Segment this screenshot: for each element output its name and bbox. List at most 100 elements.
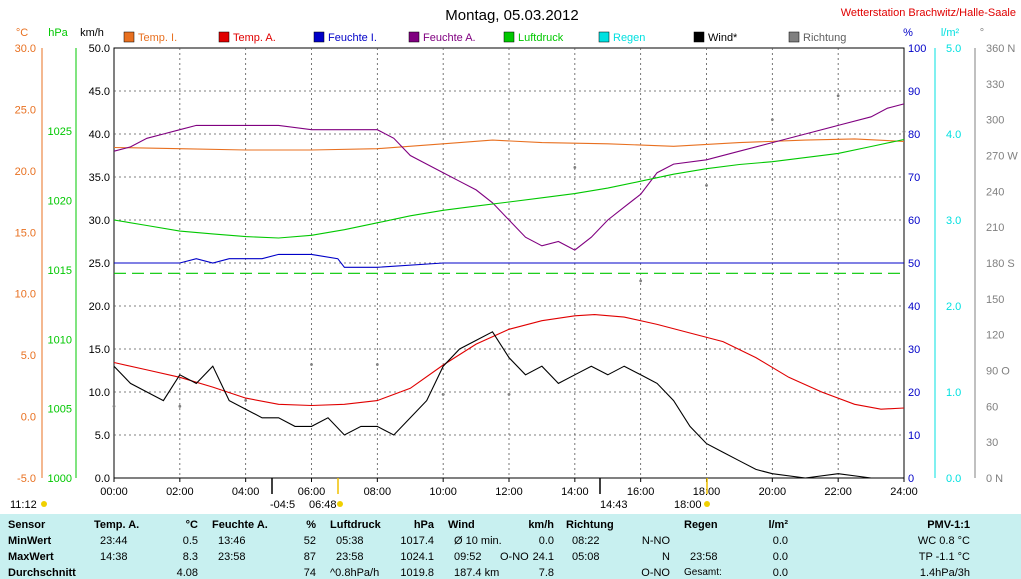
feuchte-min-time: 13:46 xyxy=(218,535,246,547)
richtung-point xyxy=(770,118,774,122)
dir-axis-tick-label: 240 xyxy=(986,186,1004,198)
richtung-min: N-NO xyxy=(641,535,670,547)
x-tick-label: 16:00 xyxy=(627,486,655,498)
pmv-rate: 1.4hPa/3h xyxy=(919,567,970,579)
dir-axis-tick-label: 300 xyxy=(986,115,1004,127)
dir-axis-tick-label: 360 N xyxy=(986,43,1015,55)
label-max: MaxWert xyxy=(8,551,54,563)
kmh-axis-tick-label: 10.0 xyxy=(89,387,110,399)
pct-axis-tick-label: 10 xyxy=(908,430,920,442)
pct-axis-tick-label: 50 xyxy=(908,258,920,270)
legend-label: Temp. A. xyxy=(233,32,276,44)
x-tick-label: 06:00 xyxy=(298,486,326,498)
series-temp-a xyxy=(113,314,905,410)
dir-axis-tick-label: 330 xyxy=(986,79,1004,91)
wind-column: Wind km/h Ø 10 min. 0.0 09:52 O-NO 24.1 … xyxy=(444,514,558,579)
dir-axis-tick-label: 0 N xyxy=(986,473,1003,485)
x-tick-label: 08:00 xyxy=(364,486,392,498)
luftdruck-max-time: 23:58 xyxy=(336,551,364,563)
feuchte-column: Feuchte A. % 13:46 52 23:58 87 74 xyxy=(208,514,320,579)
feuchte-max-time: 23:58 xyxy=(218,551,246,563)
legend-label: Feuchte A. xyxy=(423,32,476,44)
stats-table: Sensor MinWert MaxWert Durchschnitt Temp… xyxy=(0,514,1021,579)
noon-label: 14:43 xyxy=(600,499,628,511)
richtung-point xyxy=(902,130,906,134)
temp-axis-tick-label: 15.0 xyxy=(15,227,36,239)
luftdruck-min-time: 05:38 xyxy=(336,535,364,547)
dir-axis-tick-label: 210 xyxy=(986,222,1004,234)
rain-axis-tick-label: 0.0 xyxy=(946,473,961,485)
legend-swatch xyxy=(503,31,515,43)
dir-axis-tick-label: 90 O xyxy=(986,366,1010,378)
label-min: MinWert xyxy=(8,535,52,547)
series-feuchte-i xyxy=(114,253,904,268)
weather-chart: Montag, 05.03.2012 Wetterstation Brachwi… xyxy=(10,7,1019,511)
kmh-axis-tick-label: 30.0 xyxy=(89,215,110,227)
rain-axis-tick-label: 2.0 xyxy=(946,301,961,313)
legend-label: Luftdruck xyxy=(518,32,564,44)
rain-axis-tick-label: 5.0 xyxy=(946,43,961,55)
temp-unit: °C xyxy=(185,519,198,531)
richtung-point xyxy=(244,398,248,402)
regen-unit: l/m² xyxy=(768,519,788,531)
legend-swatch xyxy=(598,31,610,43)
pct-axis-unit: % xyxy=(903,27,913,39)
richtung-point xyxy=(573,166,577,169)
hpa-axis-tick-label: 1005 xyxy=(48,404,72,416)
dawn-label: -04:5 xyxy=(270,499,295,511)
kmh-axis-tick-label: 25.0 xyxy=(89,258,110,270)
temp-axis-unit: °C xyxy=(16,27,28,39)
legend-swatch xyxy=(693,31,705,43)
richtung-point xyxy=(441,392,445,396)
x-tick-label: 14:00 xyxy=(561,486,589,498)
feuchte-min: 52 xyxy=(303,535,316,547)
chart-axes: 00:00 02:00 04:00 06:00 08:00 10:00 12:00 14:00… xyxy=(15,27,1019,498)
hpa-axis-tick-label: 1015 xyxy=(48,265,72,277)
pct-axis-tick-label: 100 xyxy=(908,43,926,55)
sun-down-label: 18:00 xyxy=(674,499,702,511)
x-tick-label: 04:00 xyxy=(232,486,260,498)
richtung-max-time: 05:08 xyxy=(572,551,600,563)
luftdruck-trend: ^0.8hPa/h xyxy=(330,567,380,579)
sunrise-icon xyxy=(41,501,47,507)
series-wind xyxy=(113,331,904,479)
chart-legend: Temp. I. Temp. A. Feuchte I. Feuchte A. Luft… xyxy=(123,31,846,44)
label-sensor: Sensor xyxy=(8,519,46,531)
temp-axis-tick-label: -5.0 xyxy=(17,473,36,485)
temp-axis-tick-label: 25.0 xyxy=(15,104,36,116)
richtung-point xyxy=(836,94,840,98)
kmh-axis-tick-label: 50.0 xyxy=(89,43,110,55)
regen-column: Regen l/m² 0.0 23:58 0.0 Gesamt: 0.0 xyxy=(680,514,792,579)
dir-axis-tick-label: 60 xyxy=(986,401,998,413)
legend-swatch xyxy=(788,31,800,43)
pct-axis-tick-label: 0 xyxy=(908,473,914,485)
temp-column: Temp. A. °C 23:44 0.5 14:38 8.3 4.08 xyxy=(94,514,202,579)
richtung-point xyxy=(639,279,643,283)
pmv-column: PMV-1:1 WC 0.8 °C TP -1.1 °C 1.4hPa/3h xyxy=(798,514,1018,579)
dir-axis-tick-label: 180 S xyxy=(986,258,1015,270)
luftdruck-header: Luftdruck xyxy=(330,519,381,531)
richtung-max: N xyxy=(662,551,670,563)
x-tick-label: 24:00 xyxy=(890,486,918,498)
series-luftdruck xyxy=(113,138,905,239)
regen-total: 0.0 xyxy=(772,567,788,579)
pmv-wc: WC 0.8 °C xyxy=(917,535,970,547)
regen-total-label: Gesamt: xyxy=(684,567,722,578)
legend-label: Feuchte I. xyxy=(328,32,377,44)
legend-label: Richtung xyxy=(803,32,846,44)
kmh-axis-tick-label: 20.0 xyxy=(89,301,110,313)
regen-header: Regen xyxy=(684,519,718,531)
kmh-axis-tick-label: 0.0 xyxy=(95,473,110,485)
temp-avg: 4.08 xyxy=(176,567,198,579)
pct-axis-tick-label: 20 xyxy=(908,387,920,399)
richtung-avg: O-NO xyxy=(641,567,670,579)
hpa-axis-tick-label: 1010 xyxy=(48,334,72,346)
x-tick-label: 20:00 xyxy=(759,486,787,498)
feuchte-avg: 74 xyxy=(303,567,316,579)
kmh-axis-tick-label: 35.0 xyxy=(89,172,110,184)
sun-up-label: 06:48 xyxy=(309,499,337,511)
richtung-point xyxy=(178,404,182,408)
dir-axis-tick-label: 150 xyxy=(986,294,1004,306)
temp-axis-tick-label: 10.0 xyxy=(15,289,36,301)
legend-swatch xyxy=(313,31,325,43)
